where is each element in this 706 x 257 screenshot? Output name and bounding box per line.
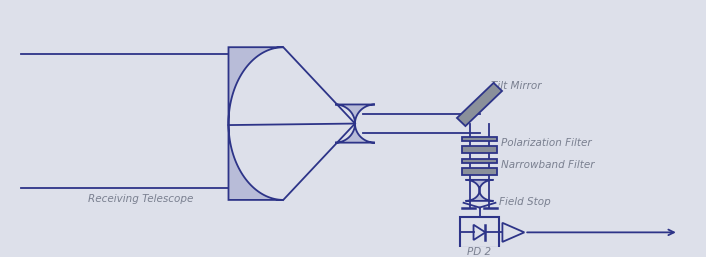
Polygon shape [229,47,283,200]
Bar [462,159,498,163]
Bar [462,168,498,175]
Polygon shape [457,83,502,126]
Text: PD 2: PD 2 [467,247,491,257]
Polygon shape [465,180,493,201]
Bar [462,146,498,153]
Polygon shape [503,223,525,242]
Text: Narrowband Filter: Narrowband Filter [501,160,595,170]
Text: Receiving Telescope: Receiving Telescope [88,194,193,204]
Text: Tilt Mirror: Tilt Mirror [491,81,542,91]
Text: Field Stop: Field Stop [499,197,551,207]
Polygon shape [335,104,375,143]
Text: Polarization Filter: Polarization Filter [501,139,592,149]
Bar [460,217,499,248]
Bar [462,137,498,141]
